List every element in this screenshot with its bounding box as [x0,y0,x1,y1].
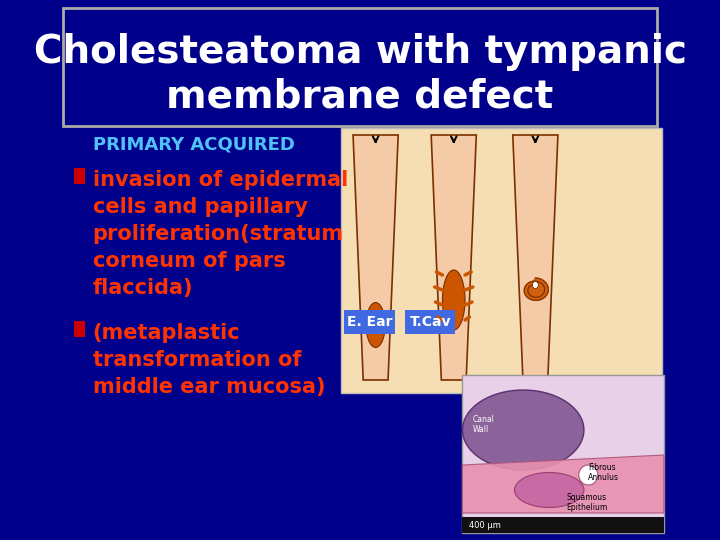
Ellipse shape [579,465,598,485]
Text: 400 μm: 400 μm [469,521,501,530]
Text: E. Ear: E. Ear [347,315,392,329]
Text: Canal
Wall: Canal Wall [473,415,495,434]
Text: Squamous
Epithelium: Squamous Epithelium [567,493,608,512]
Text: invasion of epidermal: invasion of epidermal [93,170,348,190]
FancyBboxPatch shape [73,168,85,184]
Polygon shape [513,135,558,380]
Polygon shape [462,455,664,513]
Polygon shape [524,278,549,300]
Text: PRIMARY ACQUIRED: PRIMARY ACQUIRED [93,136,294,154]
Text: T.Cav: T.Cav [410,315,451,329]
Ellipse shape [443,270,465,330]
FancyBboxPatch shape [462,517,664,533]
Text: middle ear mucosa): middle ear mucosa) [93,377,325,397]
Text: transformation of: transformation of [93,350,301,370]
Text: Fibrous
Annulus: Fibrous Annulus [588,463,619,482]
FancyBboxPatch shape [344,310,395,334]
FancyBboxPatch shape [462,375,664,533]
Text: flaccida): flaccida) [93,278,193,298]
Polygon shape [353,135,398,380]
Ellipse shape [366,302,385,348]
Text: corneum of pars: corneum of pars [93,251,285,271]
FancyBboxPatch shape [405,310,456,334]
Text: Cholesteatoma with tympanic: Cholesteatoma with tympanic [34,33,686,71]
Ellipse shape [515,472,584,508]
Text: membrane defect: membrane defect [166,77,554,115]
Ellipse shape [462,390,584,470]
Ellipse shape [532,281,539,288]
Text: proliferation(stratum: proliferation(stratum [93,224,343,244]
FancyBboxPatch shape [73,321,85,337]
Text: cells and papillary: cells and papillary [93,197,307,217]
Polygon shape [431,135,477,380]
FancyBboxPatch shape [341,128,662,393]
Text: (metaplastic: (metaplastic [93,323,240,343]
FancyBboxPatch shape [63,8,657,126]
